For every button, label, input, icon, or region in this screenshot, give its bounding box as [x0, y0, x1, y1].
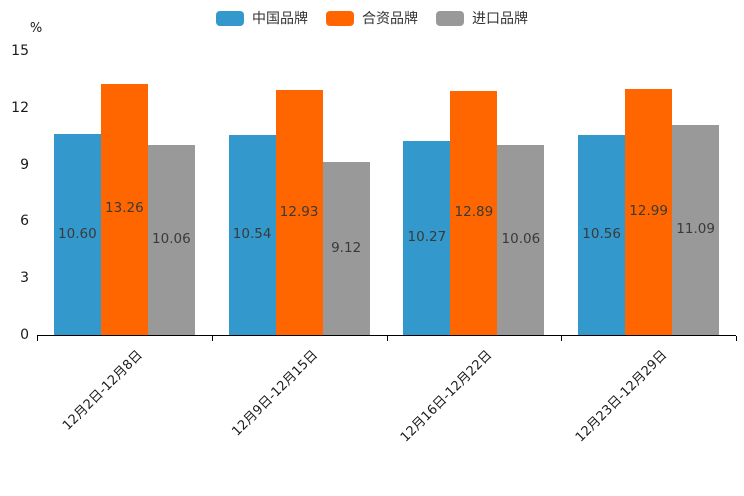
legend-swatch-icon	[436, 10, 464, 26]
x-category-label: 12月23日-12月29日	[572, 347, 671, 446]
bar-value-label: 10.54	[232, 226, 272, 243]
legend-swatch-icon	[216, 10, 244, 26]
y-tick-label: 6	[20, 213, 29, 230]
bar-value-label: 12.99	[629, 203, 668, 220]
bar-value-label: 12.93	[279, 203, 319, 220]
bar-value-label: 10.27	[407, 228, 447, 245]
bar-value-label: 10.56	[582, 226, 621, 243]
legend-label: 中国品牌	[252, 11, 308, 27]
legend: 中国品牌 合资品牌 进口品牌	[0, 8, 744, 28]
x-axis-line	[37, 335, 736, 336]
x-category-label: 12月16日-12月22日	[397, 347, 496, 446]
x-axis-tick	[211, 336, 213, 341]
y-axis-unit-label: %	[29, 21, 43, 36]
bar	[228, 135, 276, 335]
bar-value-label: 10.60	[58, 225, 97, 242]
bar	[322, 162, 370, 335]
bar	[625, 89, 673, 335]
legend-swatch-icon	[326, 10, 354, 26]
bar-value-label: 13.26	[105, 200, 144, 217]
x-axis-tick	[37, 336, 38, 341]
bar	[275, 90, 323, 335]
y-tick-label: 15	[11, 43, 29, 59]
y-tick-label: 9	[20, 156, 29, 173]
bar-value-label: 12.89	[454, 203, 494, 220]
bar	[450, 90, 498, 335]
bar-value-label: 11.09	[676, 221, 715, 237]
x-category-label: 12月2日-12月8日	[60, 347, 146, 434]
y-tick-label: 0	[20, 327, 29, 343]
x-axis-tick	[561, 336, 563, 341]
bar-value-label: 10.06	[501, 230, 541, 247]
y-tick-label: 12	[11, 99, 29, 116]
bar-value-label: 9.12	[331, 239, 362, 256]
x-axis-tick	[386, 336, 388, 341]
legend-label: 合资品牌	[362, 11, 418, 27]
legend-label: 进口品牌	[472, 11, 528, 27]
bar	[672, 125, 720, 335]
x-category-label: 12月9日-12月15日	[228, 347, 321, 440]
legend-item[interactable]: 进口品牌	[436, 8, 528, 28]
bar-value-label: 10.06	[152, 230, 191, 247]
bar	[100, 83, 148, 335]
bar	[578, 135, 626, 335]
bar	[403, 140, 451, 335]
bar	[497, 144, 545, 335]
bar	[147, 144, 195, 335]
legend-item[interactable]: 合资品牌	[326, 8, 418, 28]
y-tick-label: 3	[20, 270, 29, 287]
legend-item[interactable]: 中国品牌	[216, 8, 308, 28]
bar	[53, 134, 101, 335]
x-axis-tick	[736, 336, 737, 341]
